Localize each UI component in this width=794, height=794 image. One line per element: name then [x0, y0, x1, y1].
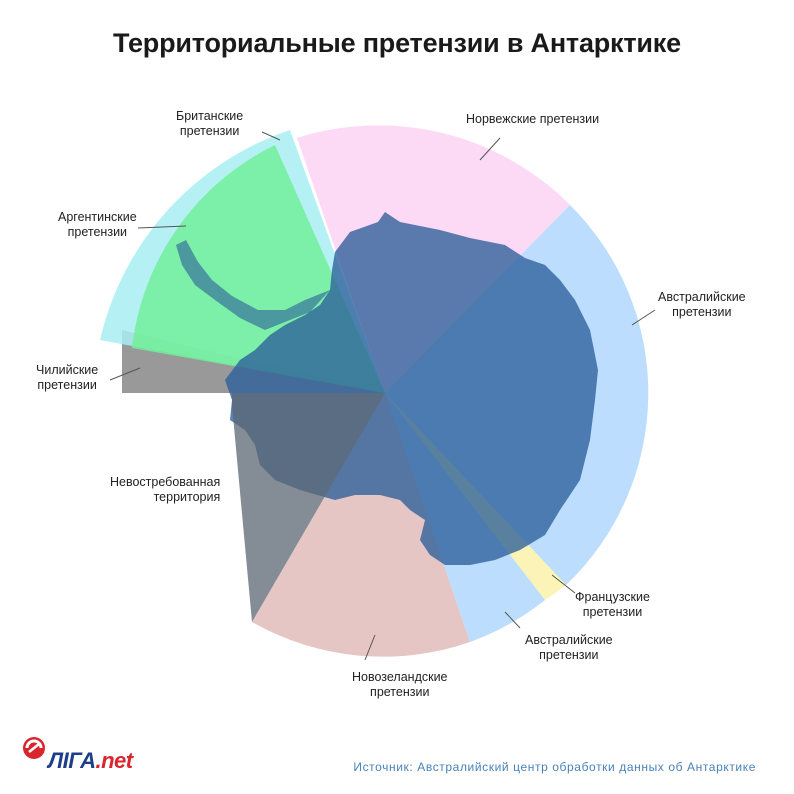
label-unclaimed-line1: Невостребованная: [110, 475, 221, 489]
label-france-line1: Французские: [575, 590, 650, 604]
liga-logo-icon: [23, 737, 45, 759]
label-unclaimed: Невостребованная территория: [110, 475, 220, 505]
label-chile-line2: претензии: [37, 378, 97, 392]
logo-main-text: ЛІГА: [48, 748, 96, 773]
label-britain-line2: претензии: [179, 124, 240, 138]
antarctic-peninsula: [176, 240, 330, 330]
label-argentina-line2: претензии: [67, 225, 128, 239]
logo-suffix-text: .net: [95, 748, 134, 773]
leader-lines: [109, 131, 656, 661]
label-australia-west-line1: Австралийские: [525, 633, 613, 647]
label-australia-east-line2: претензии: [672, 305, 732, 319]
label-new-zealand-line1: Новозеландские: [352, 670, 448, 684]
label-norway-line1: Норвежские претензии: [466, 112, 600, 126]
label-new-zealand: Новозеландские претензии: [352, 670, 448, 700]
label-argentina: Аргентинские претензии: [58, 210, 137, 240]
source-note: Источник: Австралийский центр обработки …: [353, 760, 756, 774]
label-australia-east-line1: Австралийские: [658, 290, 746, 304]
label-britain: Британские претензии: [176, 109, 243, 139]
logo-text[interactable]: ЛІГА.net: [48, 748, 133, 774]
label-chile-line1: Чилийские: [36, 363, 99, 377]
label-chile: Чилийские претензии: [36, 363, 98, 393]
new-zealand-claim-sector: [252, 393, 470, 657]
label-new-zealand-line2: претензии: [370, 685, 430, 699]
label-britain-line1: Британские: [176, 109, 244, 123]
page-title: Территориальные претензии в Антарктике: [113, 28, 681, 58]
label-france: Французские претензии: [575, 590, 650, 620]
label-argentina-line1: Аргентинские: [58, 210, 137, 224]
unclaimed-sector: [232, 393, 385, 622]
label-france-line2: претензии: [582, 605, 643, 619]
label-australia-west-line2: претензии: [539, 648, 599, 662]
label-norway: Норвежские претензии: [466, 112, 599, 127]
label-unclaimed-line2: территория: [153, 490, 221, 504]
label-australia-east: Австралийские претензии: [658, 290, 746, 320]
label-australia-west: Австралийские претензии: [525, 633, 613, 663]
